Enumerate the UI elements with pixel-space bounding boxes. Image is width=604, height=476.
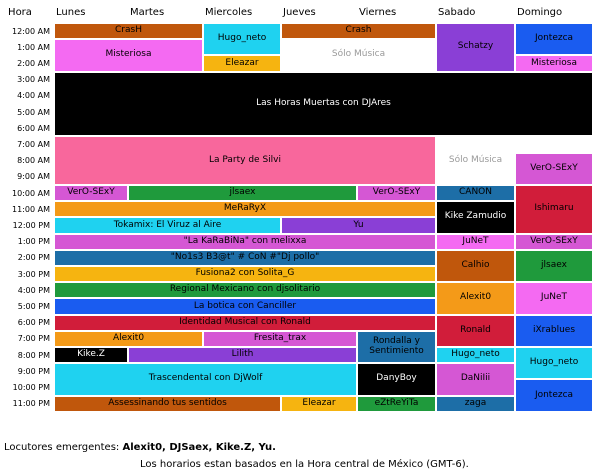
program-block: Kike.Z: [54, 347, 128, 364]
time-label: 6:00 AM: [17, 123, 50, 133]
program-block: Fusiona2 con Solita_G: [54, 266, 436, 283]
program-block: Ronald: [436, 314, 515, 347]
program-block: VerO-SExY: [357, 185, 436, 202]
program-block: Hugo_neto: [436, 347, 515, 364]
day-header-viernes: Viernes: [359, 7, 397, 18]
time-label: 2:00 PM: [17, 253, 50, 263]
time-label: 4:00 AM: [17, 91, 50, 101]
program-block: VerO-SExY: [54, 185, 128, 202]
program-block: DanyBoy: [357, 363, 436, 396]
program-block: Ishimaru: [515, 185, 593, 234]
time-label: 4:00 PM: [17, 285, 50, 295]
program-block: Hugo_neto: [515, 347, 593, 380]
program-block: DaNiIii: [436, 363, 515, 396]
program-block: Identidad Musical con Ronald: [54, 314, 436, 331]
program-block: eZtReYiTa: [357, 395, 436, 412]
time-label: 9:00 AM: [17, 172, 50, 182]
time-label: 1:00 PM: [17, 237, 50, 247]
time-label: 3:00 PM: [17, 269, 50, 279]
program-block: VerO-SExY: [515, 152, 593, 185]
program-block: Alexit0: [436, 282, 515, 315]
program-block: jlsaex: [515, 249, 593, 283]
time-label: 11:00 PM: [12, 399, 50, 409]
program-block: Alexit0: [54, 330, 203, 347]
time-label: 8:00 PM: [17, 350, 50, 360]
day-header-miercoles: Miercoles: [205, 7, 253, 18]
program-block: Las Horas Muertas con DJAres: [54, 71, 593, 137]
program-block: Regional Mexicano con djsolitario: [54, 282, 436, 299]
emergentes-names: Alexit0, DJSaex, Kike.Z, Yu.: [122, 442, 276, 453]
time-label: 12:00 PM: [12, 220, 50, 230]
day-header-domingo: Domingo: [517, 7, 563, 18]
program-block: Sólo Música: [281, 39, 436, 72]
time-label: 7:00 PM: [17, 334, 50, 344]
time-label: 10:00 AM: [12, 188, 50, 198]
time-label: 6:00 PM: [17, 318, 50, 328]
time-label: 9:00 PM: [17, 366, 50, 376]
program-block: Lilith: [128, 347, 357, 364]
emergentes-label: Locutores emergentes:: [4, 442, 123, 453]
program-block: Crash: [281, 23, 436, 40]
program-block: Jontezca: [515, 23, 593, 56]
program-block: JuNeT: [436, 233, 515, 250]
time-label: 1:00 AM: [17, 42, 50, 52]
program-block: jlsaex: [128, 185, 357, 202]
program-block: "La KaRaBiNa" con melixxa: [54, 233, 436, 250]
program-block: Kike Zamudio: [436, 201, 515, 234]
time-label: 11:00 AM: [12, 204, 50, 214]
timezone-note: Los horarios estan basados en la Hora ce…: [140, 459, 469, 470]
program-block: Eleazar: [281, 395, 357, 412]
day-header-lunes: Lunes: [56, 7, 86, 18]
program-block: Fresita_trax: [203, 330, 357, 347]
time-label: 5:00 AM: [17, 107, 50, 117]
program-block: La botica con Canciller: [54, 298, 436, 315]
program-block: zaga: [436, 395, 515, 412]
program-block: Assessinando tus sentidos: [54, 395, 281, 412]
time-label: 8:00 AM: [17, 156, 50, 166]
program-block: Tokamix: El Viruz al Aire: [54, 217, 281, 234]
program-block: Misteriosa: [54, 39, 203, 72]
emergentes-note: Locutores emergentes: Alexit0, DJSaex, K…: [4, 442, 276, 453]
program-block: VerO-SExY: [515, 233, 593, 250]
program-block: La Party de Silvi: [54, 136, 436, 185]
program-block: Jontezca: [515, 379, 593, 412]
program-block: CrasH: [54, 23, 203, 40]
program-block: Sólo Música: [436, 136, 515, 185]
day-header-sabado: Sabado: [438, 7, 476, 18]
program-block: iXrablues: [515, 314, 593, 347]
program-block: Rondalla y Sentimiento: [357, 330, 436, 364]
time-label: 5:00 PM: [17, 301, 50, 311]
program-block: Trascendental con DjWolf: [54, 363, 357, 396]
program-block: MeRaRyX: [54, 201, 436, 218]
time-label: 10:00 PM: [12, 382, 50, 392]
time-label: 12:00 AM: [12, 26, 50, 36]
program-block: Misteriosa: [515, 55, 593, 72]
program-block: CANON: [436, 185, 515, 202]
program-block: Eleazar: [203, 55, 281, 72]
hora-header: Hora: [8, 7, 32, 18]
program-block: Calhio: [436, 249, 515, 283]
time-label: 7:00 AM: [17, 139, 50, 149]
program-block: Schatzy: [436, 23, 515, 72]
day-header-martes: Martes: [130, 7, 165, 18]
time-label: 3:00 AM: [17, 75, 50, 85]
day-header-jueves: Jueves: [283, 7, 316, 18]
time-label: 2:00 AM: [17, 58, 50, 68]
program-block: "No1s3 B3@t" # CoN #"Dj pollo": [54, 249, 436, 266]
program-block: Yu: [281, 217, 436, 234]
program-block: Hugo_neto: [203, 23, 281, 56]
program-block: JuNeT: [515, 282, 593, 315]
